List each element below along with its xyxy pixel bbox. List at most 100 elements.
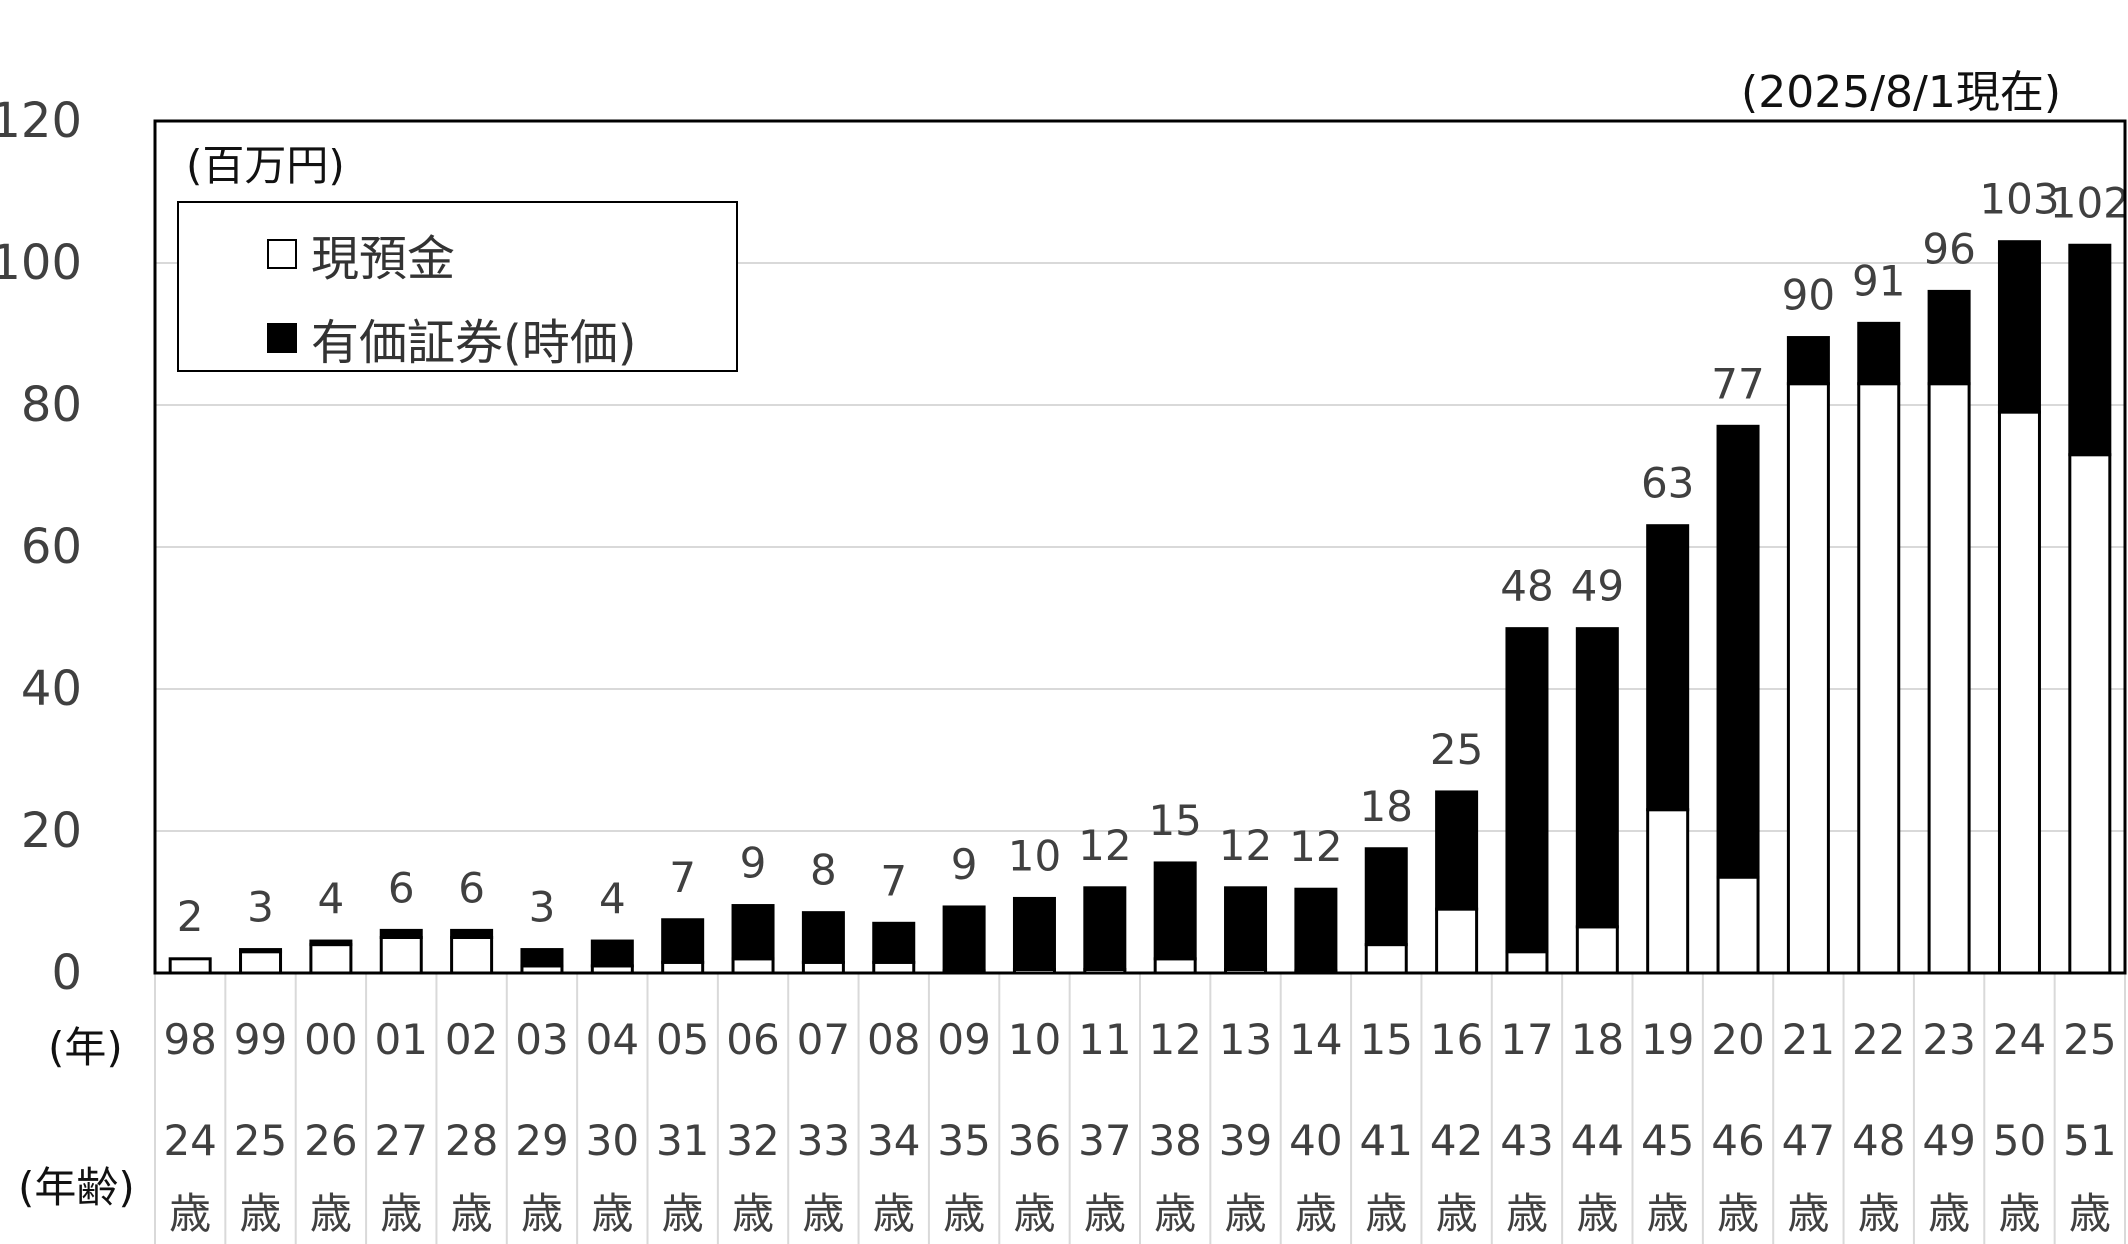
age-suffix-label: 歳	[732, 1189, 774, 1238]
age-tick-label: 48	[1852, 1116, 1905, 1165]
age-suffix-label: 歳	[1154, 1189, 1196, 1238]
unit-label: (百万円)	[186, 141, 345, 190]
year-tick-label: 03	[515, 1015, 568, 1064]
year-tick-label: 01	[375, 1015, 428, 1064]
year-tick-label: 16	[1430, 1015, 1483, 1064]
y-tick-label: 100	[0, 235, 82, 291]
bar-segment-cash	[1505, 950, 1549, 975]
age-suffix-label: 歳	[169, 1189, 211, 1238]
bar-segment-securities	[801, 911, 845, 964]
bar-segment-cash	[1927, 382, 1971, 975]
age-tick-label: 47	[1782, 1116, 1835, 1165]
year-tick-label: 04	[586, 1015, 639, 1064]
total-value-label: 6	[458, 863, 485, 912]
total-value-label: 91	[1852, 256, 1905, 305]
plot-frame	[153, 119, 2127, 975]
age-tick-label: 29	[515, 1116, 568, 1165]
bar-segment-securities	[1786, 336, 1830, 386]
age-row-label: (年齢)	[18, 1163, 135, 1212]
year-tick-label: 05	[656, 1015, 709, 1064]
legend-item-securities: 有価証券(時価)	[267, 303, 636, 373]
date-note: (2025/8/1現在)	[1741, 67, 2061, 118]
total-value-label: 9	[740, 839, 767, 888]
age-suffix-label: 歳	[1013, 1189, 1055, 1238]
age-suffix-label: 歳	[1576, 1189, 1618, 1238]
bar-segment-securities	[661, 918, 705, 964]
total-value-label: 7	[880, 856, 907, 905]
age-tick-label: 25	[234, 1116, 287, 1165]
year-tick-label: 21	[1782, 1015, 1835, 1064]
age-tick-label: 43	[1500, 1116, 1553, 1165]
bar-segment-cash	[1716, 875, 1760, 975]
total-value-label: 12	[1078, 821, 1131, 870]
y-tick-label: 0	[51, 945, 82, 1001]
total-value-label: 90	[1782, 271, 1835, 320]
legend-label-securities: 有価証券(時価)	[311, 315, 637, 371]
bar-segment-cash	[1857, 382, 1901, 975]
bar-segment-cash	[309, 943, 353, 975]
year-tick-label: 08	[867, 1015, 920, 1064]
year-tick-label: 98	[163, 1015, 216, 1064]
year-row-label: (年)	[48, 1023, 123, 1072]
year-tick-label: 02	[445, 1015, 498, 1064]
bar-segment-securities	[731, 904, 775, 961]
age-tick-label: 44	[1571, 1116, 1624, 1165]
total-value-label: 48	[1500, 562, 1553, 611]
age-suffix-label: 歳	[662, 1189, 704, 1238]
y-tick-label: 60	[21, 519, 82, 575]
bar-segment-cash	[1786, 382, 1830, 975]
bar-segment-cash	[2068, 453, 2112, 975]
y-tick-label: 40	[21, 661, 82, 717]
year-tick-label: 19	[1641, 1015, 1694, 1064]
bar-segment-securities	[942, 905, 986, 973]
age-suffix-label: 歳	[240, 1189, 282, 1238]
age-tick-label: 37	[1078, 1116, 1131, 1165]
bar-segment-securities	[1083, 886, 1127, 971]
bar-segment-securities	[450, 928, 494, 940]
age-tick-label: 26	[304, 1116, 357, 1165]
total-value-label: 63	[1641, 459, 1694, 508]
total-value-label: 49	[1571, 562, 1624, 611]
total-value-label: 102	[2050, 178, 2128, 227]
bar-segment-cash	[1435, 907, 1479, 975]
age-suffix-label: 歳	[521, 1189, 563, 1238]
year-tick-label: 23	[1922, 1015, 1975, 1064]
legend-item-cash: 現預金	[267, 219, 455, 289]
total-value-label: 25	[1430, 725, 1483, 774]
age-suffix-label: 歳	[1225, 1189, 1267, 1238]
bar-segment-securities	[1927, 289, 1971, 386]
bar-segment-securities	[872, 921, 916, 964]
bar-segment-cash	[379, 936, 423, 975]
bar-segment-securities	[1224, 886, 1268, 971]
bar-segment-cash	[1575, 925, 1619, 975]
legend: 現預金 有価証券(時価)	[177, 201, 738, 372]
year-tick-label: 17	[1500, 1015, 1553, 1064]
age-suffix-label: 歳	[802, 1189, 844, 1238]
bar-segment-securities	[590, 939, 634, 968]
bar-segment-securities	[1575, 627, 1619, 929]
bar-segment-cash	[239, 950, 283, 975]
year-tick-label: 10	[1008, 1015, 1061, 1064]
total-value-label: 96	[1922, 224, 1975, 273]
bar-segment-securities	[309, 939, 353, 947]
y-axis-ticks: 0 20 40 60 80 100 120	[0, 93, 82, 1001]
age-tick-label: 49	[1922, 1116, 1975, 1165]
age-suffix-label: 歳	[1084, 1189, 1126, 1238]
bar-segment-securities	[1997, 240, 2041, 414]
age-suffix-label: 歳	[1858, 1189, 1900, 1238]
total-value-label: 103	[1979, 175, 2059, 224]
bar-segment-cash	[872, 960, 916, 975]
y-tick-label: 20	[21, 803, 82, 859]
y-tick-label: 80	[21, 377, 82, 433]
total-value-label: 4	[318, 874, 345, 923]
age-suffix-label: 歳	[380, 1189, 422, 1238]
category-table-grid	[154, 973, 2126, 1244]
age-tick-label: 40	[1289, 1116, 1342, 1165]
total-value-label: 18	[1360, 782, 1413, 831]
total-value-label: 8	[810, 846, 837, 895]
bar-segment-securities	[1505, 627, 1549, 954]
year-tick-label: 20	[1711, 1015, 1764, 1064]
bar-segment-securities	[1716, 424, 1760, 879]
